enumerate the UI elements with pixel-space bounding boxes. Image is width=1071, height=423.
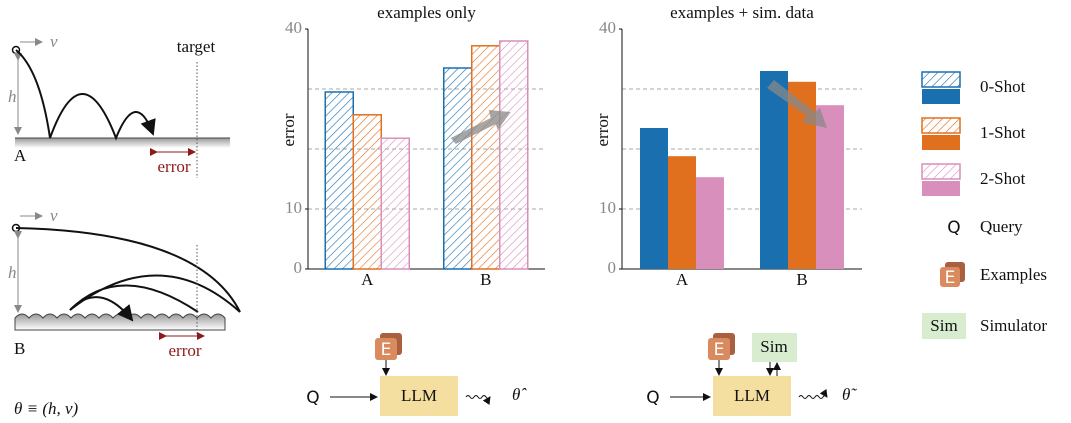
- velocity-label: v: [50, 32, 58, 51]
- llm-label: LLM: [734, 386, 770, 405]
- bar: [443, 67, 473, 270]
- bar: [816, 105, 844, 269]
- bar: [352, 114, 382, 270]
- y-axis-label: error: [593, 113, 612, 146]
- examples-icon: [375, 338, 397, 360]
- legend-swatch-solid: [922, 89, 960, 104]
- bar: [640, 128, 668, 269]
- x-tick-label: A: [676, 270, 689, 289]
- bar: [380, 137, 410, 270]
- x-tick-label: B: [796, 270, 807, 289]
- query-icon: Q: [646, 388, 659, 408]
- examples-icon-text: E: [714, 340, 725, 360]
- y-tick-label: 40: [285, 18, 302, 37]
- theta-definition: θ ≡ (h, v): [14, 399, 79, 418]
- y-tick-label: 10: [285, 198, 302, 217]
- x-tick-label: A: [361, 270, 374, 289]
- legend-swatch-hatched: [921, 163, 961, 180]
- examples-icon-text: E: [945, 268, 956, 288]
- legend-swatch-hatched: [921, 117, 961, 134]
- error-label: error: [157, 157, 190, 176]
- pipeline-2: LLM E Sim Q θ̃: [646, 333, 857, 416]
- legend-text: 1-Shot: [980, 123, 1026, 142]
- llm-label: LLM: [401, 386, 437, 405]
- error-label: error: [168, 341, 201, 360]
- examples-icon: [708, 338, 730, 360]
- examples-icon-text: E: [381, 340, 392, 360]
- label-a: A: [14, 146, 27, 165]
- legend-text: Query: [980, 217, 1023, 236]
- velocity-label: v: [50, 206, 58, 225]
- scenario-b: v h B error θ ≡ (h, v): [8, 206, 241, 418]
- squiggle-arrow: [798, 388, 828, 399]
- trajectory: [15, 227, 241, 313]
- chart-title: examples only: [377, 3, 476, 22]
- chart-title: examples + sim. data: [670, 3, 814, 22]
- sim-label: Sim: [760, 337, 787, 356]
- sim-icon-text: Sim: [930, 316, 957, 335]
- bar: [324, 91, 354, 270]
- y-tick-label: 0: [294, 258, 303, 277]
- legend-text: Simulator: [980, 316, 1047, 335]
- bar: [499, 40, 529, 270]
- rough-ground: [14, 313, 226, 331]
- target-label: target: [177, 37, 216, 56]
- label-b: B: [14, 339, 25, 358]
- bar: [760, 71, 788, 269]
- output-label: θ̃: [842, 385, 857, 404]
- y-tick-label: 40: [599, 18, 616, 37]
- squiggle-arrow: [465, 395, 491, 406]
- bar: [668, 156, 696, 269]
- pipeline-1: LLM E Q θ̂: [306, 333, 527, 416]
- legend-text: 0-Shot: [980, 77, 1026, 96]
- scenario-a: v h target A error: [8, 32, 230, 178]
- llm-box: [380, 376, 458, 416]
- output-label: θ̂: [512, 385, 527, 404]
- bar-chart: examples only error 0 10 40 A B: [279, 3, 545, 289]
- sim-icon: [922, 313, 966, 339]
- legend: Q Query E Examples Sim Simulator 0-Shot 1…: [921, 71, 1047, 339]
- bar: [696, 177, 724, 269]
- height-label: h: [8, 263, 17, 282]
- trend-arrow: [450, 110, 511, 144]
- llm-box: [713, 376, 791, 416]
- bounce: [69, 296, 134, 322]
- y-axis-label: error: [279, 113, 298, 146]
- legend-text: Examples: [980, 265, 1047, 284]
- query-icon: Q: [947, 218, 960, 238]
- trajectory: [15, 49, 156, 141]
- y-tick-label: 10: [599, 198, 616, 217]
- sim-box: [752, 333, 797, 362]
- legend-swatch-solid: [922, 135, 960, 150]
- height-label: h: [8, 87, 17, 106]
- query-icon: Q: [306, 388, 319, 408]
- legend-swatch-solid: [922, 181, 960, 196]
- legend-text: 2-Shot: [980, 169, 1026, 188]
- bar-chart: examples + sim. data error 0 10 40 A B: [593, 3, 862, 289]
- ground: [15, 138, 230, 148]
- bar: [471, 45, 501, 270]
- examples-icon: [940, 267, 960, 287]
- y-tick-label: 0: [608, 258, 617, 277]
- legend-swatch-hatched: [921, 71, 961, 88]
- trend-arrow: [767, 80, 827, 128]
- x-tick-label: B: [480, 270, 491, 289]
